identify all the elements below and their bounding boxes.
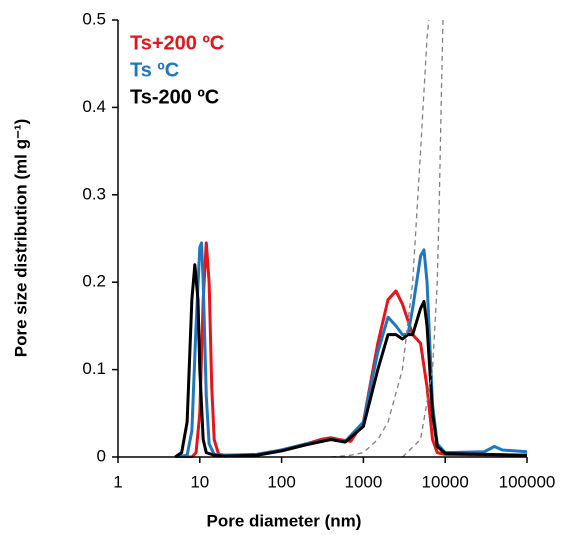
legend-label: Ts ºC (130, 59, 179, 81)
x-tick-label: 10 (190, 472, 209, 491)
plot-area (174, 20, 528, 458)
legend-label: Ts-200 ºC (130, 86, 219, 108)
data-line (174, 241, 528, 458)
y-tick-label: 0.2 (82, 272, 106, 291)
x-tick-label: 100000 (499, 472, 556, 491)
reference-line (330, 20, 430, 458)
y-axis-title: Pore size distribution (ml g⁻¹) (11, 119, 30, 357)
legend-label: Ts+200 ºC (130, 32, 224, 54)
data-line (174, 263, 528, 458)
y-tick-label: 0.3 (82, 184, 106, 203)
reference-line (401, 20, 444, 458)
y-tick-label: 0.4 (82, 97, 106, 116)
x-tick-label: 1 (113, 472, 122, 491)
y-tick-label: 0 (97, 446, 106, 465)
y-tick-label: 0.5 (82, 9, 106, 28)
x-tick-label: 10000 (422, 472, 469, 491)
x-tick-label: 100 (267, 472, 295, 491)
x-tick-label: 1000 (344, 472, 382, 491)
x-axis-title: Pore diameter (nm) (207, 511, 362, 530)
data-line (175, 241, 528, 458)
y-tick-label: 0.1 (82, 359, 106, 378)
